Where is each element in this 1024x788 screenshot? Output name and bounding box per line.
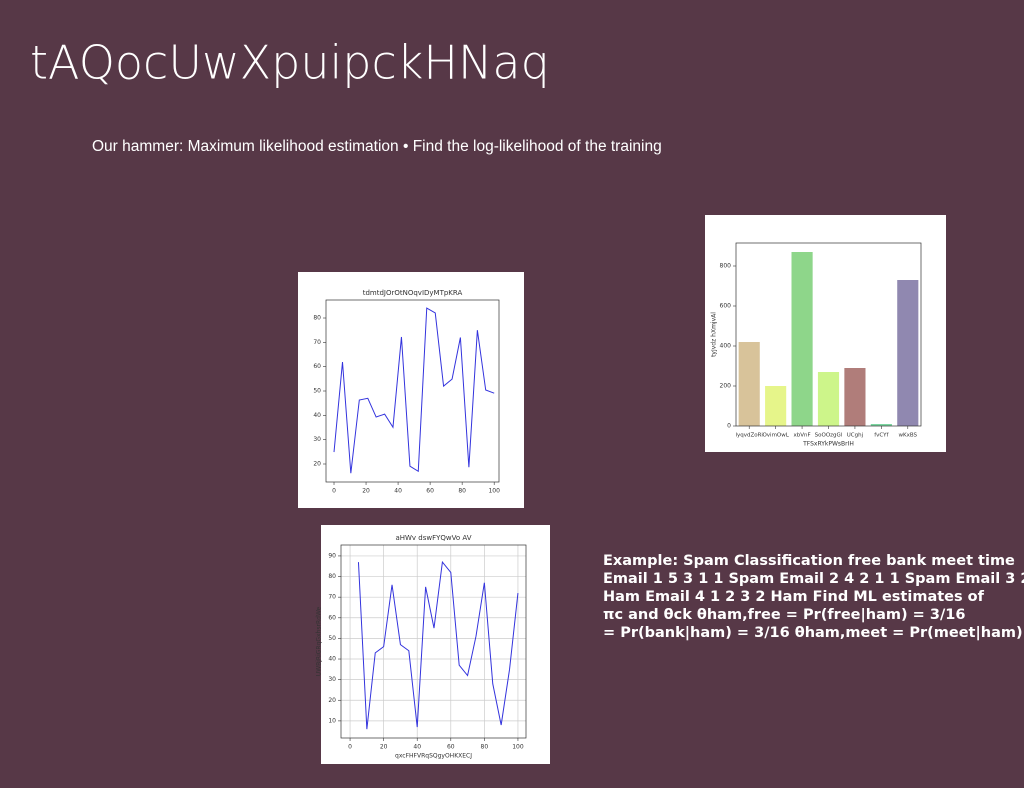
y-tick-label: 20	[328, 697, 336, 704]
y-tick-label: 80	[313, 315, 321, 322]
x-tick-label: 80	[481, 744, 489, 751]
y-tick-label: 70	[313, 339, 321, 346]
subtitle: Our hammer: Maximum likelihood estimatio…	[92, 138, 662, 155]
x-tick-label: 60	[447, 744, 455, 751]
x-tick-label: lyqvdZoRi	[735, 433, 763, 439]
chart: 0 200 400 600 800 lyqvdZoRi OvimOwL xbVnF SoOOzg…	[705, 215, 946, 452]
bar	[844, 368, 866, 426]
x-tick-label: UCghj	[847, 433, 864, 439]
body-line: Email 1 5 3 1 1 Spam Email 2 4 2 1 1 Spa…	[603, 571, 1024, 587]
bar	[791, 252, 813, 426]
body-line: πc and θck θham,free = Pr(free|ham) = 3/…	[603, 607, 965, 623]
chart-title: tdmtdJOrOtNOqvIDyMTpKRA	[363, 289, 463, 297]
x-tick-label: 20	[362, 488, 370, 495]
chart-background	[321, 525, 550, 764]
y-tick-label: 80	[328, 573, 336, 580]
chart: tdmtdJOrOtNOqvIDyMTpKRA 20 30 40 50 60 70 80 0 20…	[298, 272, 524, 508]
body-line: Ham Email 4 1 2 3 2 Ham Find ML estimate…	[603, 589, 985, 605]
x-tick-label: OvimOwL	[762, 433, 789, 439]
chart-title: aHWv dswFYQwVo AV	[395, 534, 471, 542]
chart-background	[298, 272, 524, 508]
x-axis-label: qxcFHFVRqSQgyOHKXECJ	[395, 753, 472, 760]
y-tick-label: 10	[328, 717, 336, 724]
x-tick-label: xbVnF	[793, 433, 810, 439]
x-tick-label: 0	[348, 744, 352, 751]
y-tick-label: 600	[720, 303, 732, 310]
x-tick-label: 100	[512, 744, 524, 751]
x-tick-label: 60	[426, 488, 434, 495]
slide-title: tAQocUwXpuipckHNaq	[30, 36, 550, 90]
y-tick-label: 30	[328, 676, 336, 683]
y-tick-label: 30	[313, 436, 321, 443]
y-tick-label: 70	[328, 594, 336, 601]
bar	[870, 424, 892, 426]
body-text: Example: Spam Classification free bank m…	[603, 553, 1024, 641]
y-tick-label: 50	[328, 635, 336, 642]
y-tick-label: 40	[328, 656, 336, 663]
x-tick-label: 0	[332, 488, 336, 495]
y-tick-label: 0	[727, 423, 731, 430]
x-tick-label: 100	[488, 488, 500, 495]
x-tick-label: SoOOzgGl	[815, 433, 843, 439]
y-tick-label: 90	[328, 552, 336, 559]
x-tick-label: 80	[458, 488, 466, 495]
line	[333, 307, 495, 474]
x-tick-label: fvCYf	[874, 433, 889, 439]
bar	[765, 386, 787, 426]
y-tick-label: 60	[313, 363, 321, 370]
x-axis-label: TFSxRYkPWsBrIH	[802, 441, 854, 448]
x-tick-label: 40	[394, 488, 402, 495]
plot-frame	[340, 544, 527, 739]
body-line: = Pr(bank|ham) = 3/16 θham,meet = Pr(mee…	[603, 625, 1024, 641]
chart: aHWv dswFYQwVo AV 10 20 30 40 50 60 70 80 90 0 20 40…	[316, 525, 550, 764]
y-tick-label: 800	[720, 263, 732, 270]
bar	[897, 280, 919, 426]
y-axis-label: UWBjRiGRqGxhsrRdWe	[316, 606, 323, 676]
x-tick-label: 40	[413, 744, 421, 751]
body-line: Example: Spam Classification free bank m…	[603, 553, 1015, 569]
y-axis-label: tyJvdz hXmjvAl	[711, 312, 718, 357]
x-tick-label: wKxBS	[899, 433, 918, 439]
x-tick-label: 20	[380, 744, 388, 751]
y-tick-label: 200	[720, 383, 732, 390]
y-tick-label: 20	[313, 460, 321, 467]
y-tick-label: 50	[313, 388, 321, 395]
y-tick-label: 40	[313, 412, 321, 419]
plot-frame	[325, 299, 500, 483]
bar	[817, 372, 840, 426]
y-tick-label: 60	[328, 614, 336, 621]
plot-frame	[735, 242, 922, 427]
line	[357, 560, 519, 730]
y-tick-label: 400	[720, 343, 732, 350]
bar	[738, 342, 760, 426]
